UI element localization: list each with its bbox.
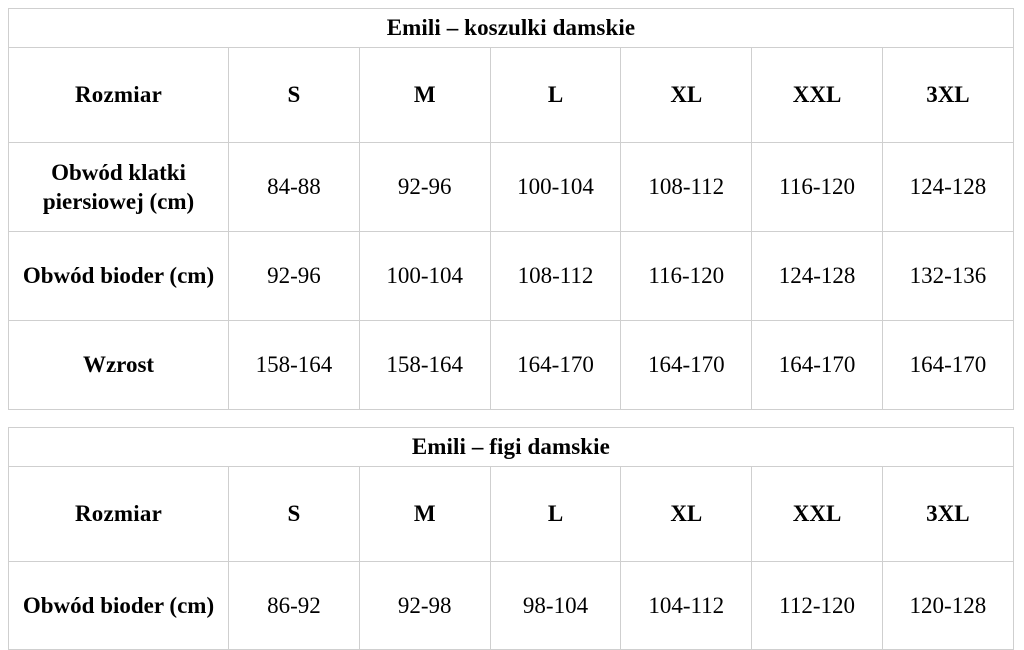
cell-hips-xxl: 124-128 (751, 231, 883, 321)
cell-hips-s: 86-92 (228, 561, 360, 650)
row-label-obwod-bioder: Obwód bioder (cm) (8, 231, 229, 321)
cell-hips-m: 100-104 (358, 231, 491, 321)
cell-height-xxl: 164-170 (751, 320, 883, 410)
row-label-obwod-klatki-piersiowej: Obwód klatki piersiowej (cm) (8, 142, 229, 232)
cell-height-m: 158-164 (358, 320, 491, 410)
column-header-s: S (228, 466, 360, 562)
cell-hips-l: 108-112 (489, 231, 622, 321)
column-header-xxl: XXL (751, 47, 883, 143)
table-row: Obwód klatki piersiowej (cm) 84-88 92-96… (8, 142, 1014, 232)
cell-chest-xl: 108-112 (620, 142, 753, 232)
cell-chest-l: 100-104 (489, 142, 622, 232)
cell-hips-m: 92-98 (358, 561, 491, 650)
column-header-3xl: 3XL (881, 466, 1014, 562)
column-header-s: S (228, 47, 360, 143)
cell-hips-3xl: 120-128 (881, 561, 1014, 650)
cell-chest-3xl: 124-128 (881, 142, 1014, 232)
column-header-m: M (358, 466, 491, 562)
cell-height-s: 158-164 (228, 320, 360, 410)
table-title-row: Emili – koszulki damskie (8, 8, 1014, 48)
column-header-l: L (489, 47, 622, 143)
cell-chest-xxl: 116-120 (751, 142, 883, 232)
size-chart-page: Emili – koszulki damskie Rozmiar S M L X… (8, 8, 1014, 650)
cell-hips-l: 98-104 (489, 561, 622, 650)
cell-height-3xl: 164-170 (881, 320, 1014, 410)
table-row: Obwód bioder (cm) 86-92 92-98 98-104 104… (8, 561, 1014, 650)
table-header-row: Rozmiar S M L XL XXL 3XL (8, 47, 1014, 143)
row-label-wzrost: Wzrost (8, 320, 229, 410)
cell-hips-3xl: 132-136 (881, 231, 1014, 321)
size-table-koszulki-damskie: Emili – koszulki damskie Rozmiar S M L X… (8, 8, 1014, 410)
cell-chest-m: 92-96 (358, 142, 491, 232)
column-header-rozmiar: Rozmiar (8, 466, 229, 562)
cell-hips-xl: 116-120 (620, 231, 753, 321)
table-title: Emili – koszulki damskie (8, 8, 1014, 48)
column-header-m: M (358, 47, 491, 143)
column-header-3xl: 3XL (881, 47, 1014, 143)
table-header-row: Rozmiar S M L XL XXL 3XL (8, 466, 1014, 562)
cell-height-l: 164-170 (489, 320, 622, 410)
table-row: Wzrost 158-164 158-164 164-170 164-170 1… (8, 320, 1014, 410)
column-header-rozmiar: Rozmiar (8, 47, 229, 143)
table-title-row: Emili – figi damskie (8, 427, 1014, 467)
cell-hips-xl: 104-112 (620, 561, 753, 650)
cell-hips-xxl: 112-120 (751, 561, 883, 650)
column-header-xl: XL (620, 47, 753, 143)
cell-chest-s: 84-88 (228, 142, 360, 232)
column-header-l: L (489, 466, 622, 562)
cell-height-xl: 164-170 (620, 320, 753, 410)
table-title: Emili – figi damskie (8, 427, 1014, 467)
size-table-figi-damskie: Emili – figi damskie Rozmiar S M L XL XX… (8, 427, 1014, 650)
column-header-xl: XL (620, 466, 753, 562)
cell-hips-s: 92-96 (228, 231, 360, 321)
table-row: Obwód bioder (cm) 92-96 100-104 108-112 … (8, 231, 1014, 321)
column-header-xxl: XXL (751, 466, 883, 562)
row-label-obwod-bioder: Obwód bioder (cm) (8, 561, 229, 650)
